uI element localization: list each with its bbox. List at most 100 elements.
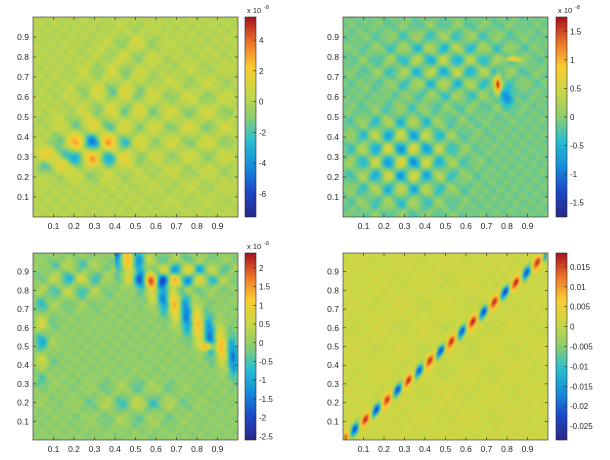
x-tick-label: 0.5 xyxy=(130,221,142,231)
y-tick-label: 0.4 xyxy=(17,132,29,142)
y-tick-label: 0.3 xyxy=(327,152,339,162)
x-tick-label: 0.6 xyxy=(460,221,472,231)
x-tick-label: 0.8 xyxy=(191,444,203,454)
colorbar-frame xyxy=(244,252,257,441)
colorbar-tick-label: 0 xyxy=(570,113,575,122)
colorbar-tick-label: -0.02 xyxy=(570,402,589,411)
heatmap-panel-3: 0.1 0.2 0.3 0.4 0.5 0.6 0.7 0.8 0.9 0.1 0.2 0.3 0.4 0… xyxy=(17,241,273,454)
x-tick-label: 0.1 xyxy=(358,444,370,454)
y-tick-label: 0.1 xyxy=(327,192,339,202)
x-tick-label: 0.8 xyxy=(191,221,203,231)
x-tick-label: 0.4 xyxy=(109,221,121,231)
y-tick-label: 0.6 xyxy=(17,92,29,102)
y-tick-label: 0.4 xyxy=(327,360,339,370)
colorbar-tick-label: -0.025 xyxy=(570,422,593,431)
colorbar-tick-label: -0.005 xyxy=(570,343,593,352)
y-tick-label: 0.9 xyxy=(17,267,29,277)
x-tick-label: 0.1 xyxy=(48,444,60,454)
x-tick-label: 0.7 xyxy=(481,221,493,231)
x-tick-label: 0.7 xyxy=(481,444,493,454)
heatmap-image xyxy=(33,253,238,440)
x-tick-label: 0.3 xyxy=(399,221,411,231)
y-tick-label: 0.6 xyxy=(327,323,339,333)
x-tick-label: 0.9 xyxy=(522,444,534,454)
colorbar-tick-label: 0.01 xyxy=(570,283,586,292)
y-tick-label: 0.2 xyxy=(17,172,29,182)
y-tick-label: 0.5 xyxy=(327,342,339,352)
colorbar-tick-label: -1.5 xyxy=(570,199,584,208)
colorbar-exponent-label: x 10 xyxy=(247,6,261,15)
heatmap-panel-1: 0.1 0.2 0.3 0.4 0.5 0.6 0.7 0.8 0.9 0.1 0.2 0.3 0.4 0… xyxy=(17,5,269,231)
colorbar-tick-label: -1 xyxy=(570,170,578,179)
colorbar-gradient xyxy=(245,253,256,440)
x-tick-label: 0.9 xyxy=(212,444,224,454)
y-tick-label: 0.9 xyxy=(327,32,339,42)
colorbar-tick-label: -1 xyxy=(259,376,267,385)
x-tick-label: 0.2 xyxy=(378,221,390,231)
colorbar-tick-label: 0.5 xyxy=(259,320,271,329)
y-tick-label: 0.9 xyxy=(17,32,29,42)
x-tick-label: 0.4 xyxy=(109,444,121,454)
colorbar-gradient xyxy=(245,17,256,217)
x-tick-label: 0.6 xyxy=(150,221,162,231)
heatmap-image xyxy=(33,17,238,217)
x-tick-label: 0.2 xyxy=(68,221,80,231)
y-tick-label: 0.3 xyxy=(327,379,339,389)
y-tick-label: 0.3 xyxy=(17,379,29,389)
colorbar-tick-label: -2 xyxy=(259,414,267,423)
x-tick-label: 0.4 xyxy=(419,444,431,454)
y-tick-label: 0.2 xyxy=(327,398,339,408)
colorbar-tick-label: 0 xyxy=(259,98,264,107)
colorbar-gradient xyxy=(556,253,567,440)
colorbar-exponent-value: -8 xyxy=(575,5,580,11)
y-tick-label: 0.1 xyxy=(17,416,29,426)
colorbar-tick-label: -0.5 xyxy=(259,357,273,366)
colorbar-tick-label: 1.5 xyxy=(259,283,271,292)
y-tick-label: 0.7 xyxy=(17,304,29,314)
x-tick-label: 0.1 xyxy=(48,221,60,231)
heatmap-image xyxy=(343,17,548,217)
colorbar-tick-label: 1 xyxy=(259,301,264,310)
y-tick-label: 0.5 xyxy=(17,342,29,352)
x-tick-label: 0.8 xyxy=(501,221,513,231)
y-tick-label: 0.4 xyxy=(17,360,29,370)
x-tick-label: 0.9 xyxy=(212,221,224,231)
colorbar-tick-label: 0.5 xyxy=(570,84,582,93)
y-tick-label: 0.2 xyxy=(327,172,339,182)
colorbar-tick-label: -0.015 xyxy=(570,382,593,391)
colorbar-tick-label: 0.015 xyxy=(570,263,591,272)
y-tick-label: 0.1 xyxy=(327,416,339,426)
colorbar-tick-label: 0 xyxy=(570,323,575,332)
x-tick-label: 0.5 xyxy=(440,221,452,231)
colorbar-tick-label: 1 xyxy=(570,56,575,65)
colorbar-tick-label: -6 xyxy=(259,190,267,199)
y-tick-label: 0.6 xyxy=(17,323,29,333)
colorbar-tick-label: 2 xyxy=(259,264,264,273)
colorbar-exponent-label: x 10 xyxy=(247,242,261,251)
x-tick-label: 0.7 xyxy=(171,444,183,454)
heatmap-panel-2: 0.1 0.2 0.3 0.4 0.5 0.6 0.7 0.8 0.9 0.1 0.2 0.3 0.4 0… xyxy=(327,5,584,231)
x-tick-label: 0.9 xyxy=(522,221,534,231)
colorbar-tick-label: 2 xyxy=(259,67,264,76)
y-tick-label: 0.5 xyxy=(17,112,29,122)
colorbar-tick-label: -4 xyxy=(259,159,267,168)
x-tick-label: 0.3 xyxy=(89,221,101,231)
colorbar-exponent-value: -8 xyxy=(264,241,269,247)
x-tick-label: 0.3 xyxy=(89,444,101,454)
colorbar-tick-label: -1.5 xyxy=(259,395,273,404)
y-tick-label: 0.7 xyxy=(327,72,339,82)
x-tick-label: 0.4 xyxy=(419,221,431,231)
x-tick-label: 0.6 xyxy=(150,444,162,454)
y-tick-label: 0.5 xyxy=(327,112,339,122)
y-tick-label: 0.4 xyxy=(327,132,339,142)
colorbar-frame xyxy=(244,16,257,218)
colorbar-gradient xyxy=(556,17,567,217)
x-tick-label: 0.5 xyxy=(130,444,142,454)
y-tick-label: 0.1 xyxy=(17,192,29,202)
y-tick-label: 0.3 xyxy=(17,152,29,162)
x-tick-label: 0.8 xyxy=(501,444,513,454)
y-tick-label: 0.7 xyxy=(17,72,29,82)
colorbar-tick-label: 1.5 xyxy=(570,27,582,36)
y-tick-label: 0.6 xyxy=(327,92,339,102)
y-tick-label: 0.8 xyxy=(327,285,339,295)
